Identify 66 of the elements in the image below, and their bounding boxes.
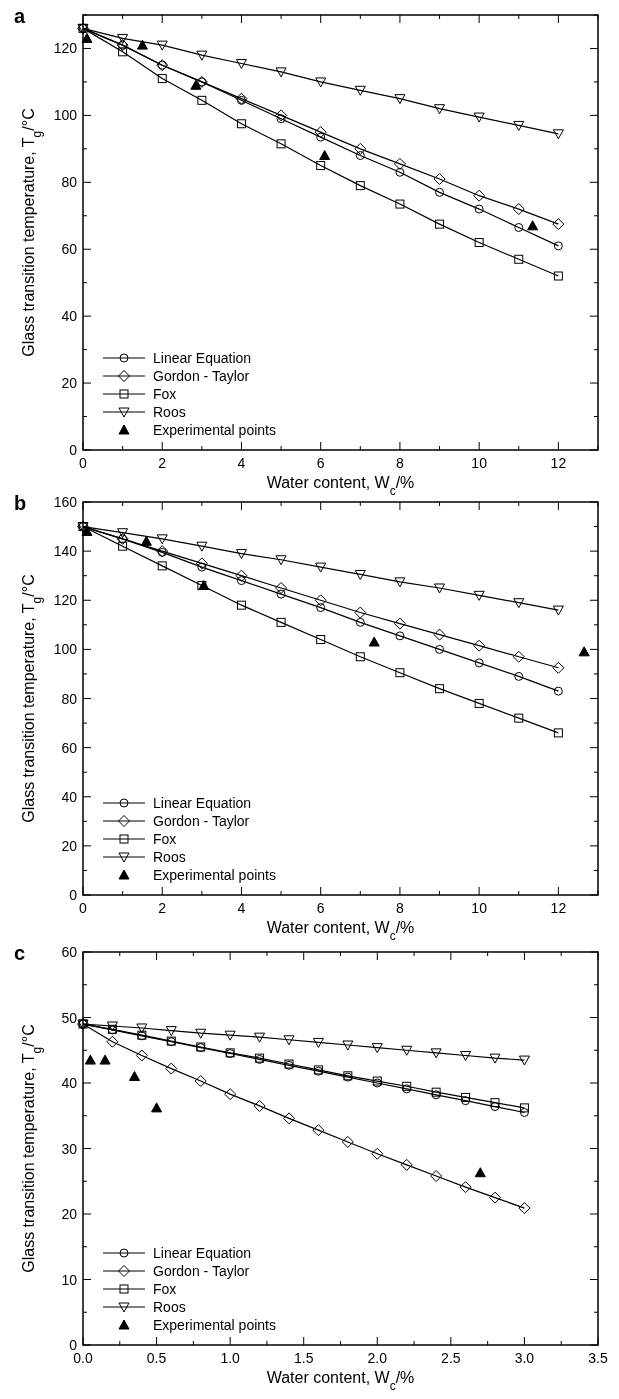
y-tick-label: 120 — [53, 592, 78, 609]
y-tick-label: 100 — [53, 641, 78, 658]
legend-label: Linear Equation — [153, 1245, 252, 1261]
legend-label: Gordon - Taylor — [153, 368, 250, 384]
y-tick-label: 140 — [53, 543, 78, 560]
chart-title: c — [14, 942, 26, 964]
x-tick-label: 3.0 — [514, 1350, 535, 1366]
legend-label: Fox — [153, 386, 177, 402]
x-tick-label: 0 — [79, 455, 88, 471]
chart-title: b — [14, 492, 27, 514]
y-tick-label: 160 — [53, 494, 78, 510]
y-tick-label: 0 — [69, 1337, 78, 1353]
x-tick-label: 2.0 — [367, 1350, 388, 1366]
x-tick-label: 3.5 — [588, 1350, 608, 1366]
x-tick-label: 2.5 — [441, 1350, 461, 1366]
y-tick-label: 60 — [61, 241, 78, 258]
x-tick-label: 6 — [316, 900, 325, 916]
y-tick-label: 50 — [61, 1009, 78, 1026]
x-tick-label: 10 — [471, 455, 488, 471]
y-tick-label: 100 — [53, 107, 78, 124]
y-tick-label: 60 — [61, 944, 78, 960]
x-tick-label: 12 — [550, 455, 567, 471]
legend-label: Experimental points — [153, 1317, 276, 1333]
y-tick-label: 40 — [61, 788, 78, 805]
legend-label: Linear Equation — [153, 350, 252, 366]
x-tick-label: 4 — [237, 455, 246, 471]
x-tick-label: 2 — [158, 900, 167, 916]
legend-label: Gordon - Taylor — [153, 813, 250, 829]
x-tick-label: 2 — [158, 455, 167, 471]
x-axis-title: Water content, W$_{c}$/% — [266, 1369, 415, 1393]
x-axis-title: Water content, W$_{c}$/% — [266, 474, 415, 498]
y-tick-label: 40 — [61, 308, 78, 325]
x-tick-label: 12 — [550, 900, 567, 916]
y-tick-label: 0 — [69, 887, 78, 903]
legend-label: Linear Equation — [153, 795, 252, 811]
x-tick-label: 4 — [237, 900, 246, 916]
y-tick-label: 10 — [61, 1271, 78, 1288]
y-tick-label: 20 — [61, 375, 78, 392]
x-tick-label: 8 — [396, 900, 405, 916]
y-tick-label: 0 — [69, 442, 78, 458]
x-tick-label: 0 — [79, 900, 88, 916]
legend-label: Roos — [153, 849, 186, 865]
x-axis-title: Water content, W$_{c}$/% — [266, 919, 415, 943]
legend-label: Roos — [153, 1299, 186, 1315]
legend-label: Fox — [153, 1281, 177, 1297]
chart-title: a — [14, 5, 26, 27]
x-tick-label: 1.5 — [293, 1350, 314, 1366]
y-tick-label: 20 — [61, 837, 78, 854]
x-tick-label: 10 — [471, 900, 488, 916]
y-tick-label: 120 — [53, 40, 78, 57]
x-tick-label: 8 — [396, 455, 405, 471]
y-tick-label: 20 — [61, 1206, 78, 1222]
legend-label: Experimental points — [153, 422, 276, 438]
x-tick-label: 6 — [316, 455, 325, 471]
y-tick-label: 80 — [61, 690, 78, 707]
legend-label: Gordon - Taylor — [153, 1263, 250, 1279]
x-tick-label: 0.5 — [146, 1350, 167, 1366]
y-tick-label: 60 — [61, 739, 78, 756]
x-tick-label: 0.0 — [73, 1350, 93, 1366]
legend-label: Experimental points — [153, 867, 276, 883]
legend-label: Roos — [153, 404, 186, 420]
x-tick-label: 1.0 — [220, 1350, 241, 1366]
y-tick-label: 30 — [61, 1140, 78, 1157]
legend-label: Fox — [153, 831, 177, 847]
y-tick-label: 80 — [61, 174, 78, 191]
y-tick-label: 40 — [61, 1075, 78, 1091]
